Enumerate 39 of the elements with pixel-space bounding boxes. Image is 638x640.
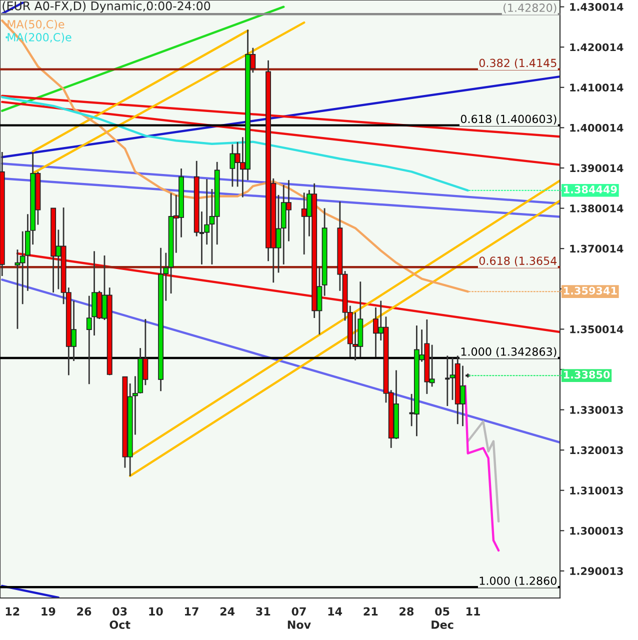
annotation: 1.384449	[564, 186, 617, 194]
ref-line-label: 0.382 (1.4145	[479, 58, 556, 68]
x-tick-label: 05 Dec	[432, 607, 454, 629]
annotation: 1.33850	[564, 370, 610, 379]
x-tick-label: 10	[149, 607, 163, 616]
x-tick-label: 31	[256, 607, 270, 616]
ref-line-label: 0.618 (1.3654	[479, 256, 557, 266]
annotation: 1.359341	[564, 286, 617, 295]
y-tick-label: 1.420014	[570, 43, 624, 52]
ref-line-label: 0.618 (1.400603)	[460, 114, 556, 124]
x-tick-label: 12	[6, 607, 20, 616]
y-tick-label: 1.290013	[570, 567, 623, 576]
x-tick-label: 28	[400, 607, 414, 616]
x-tick-label: 26	[77, 607, 92, 616]
x-tick-label: 24	[220, 607, 235, 616]
candlestick	[444, 355, 451, 407]
x-tick-label: 03 Oct	[110, 607, 130, 629]
y-tick-label: 1.430014	[570, 3, 624, 11]
y-tick-label: 1.310013	[570, 486, 623, 494]
x-tick-label: 17	[185, 607, 198, 616]
x-tick-label: 11	[466, 607, 480, 616]
y-tick-label: 1.350014	[570, 325, 624, 334]
y-tick-label: 1.300013	[570, 526, 623, 535]
y-tick-label: 1.330013	[570, 406, 623, 414]
y-tick-label: 1.370014	[570, 244, 624, 253]
y-tick-label: 1.400014	[570, 124, 624, 132]
x-tick-label: 07 Nov	[288, 607, 311, 629]
y-tick-label: 1.410014	[570, 84, 624, 92]
x-tick-label: 14	[328, 607, 342, 616]
line-series	[466, 420, 500, 523]
y-tick-label: 1.380014	[570, 204, 624, 212]
ref-line-label: 1.000 (1.342863)	[461, 347, 556, 358]
ref-line-label: (1.42820)	[504, 3, 556, 14]
legend-label: MA(50,C)e	[8, 20, 64, 30]
x-tick-label: 19	[42, 607, 56, 616]
y-tick-label: 1.320013	[570, 446, 623, 454]
ref-line-label: 1.000 (1.2860	[480, 576, 556, 586]
y-tick-label: 1.390014	[570, 164, 624, 172]
x-tick-label: 21	[364, 607, 378, 616]
